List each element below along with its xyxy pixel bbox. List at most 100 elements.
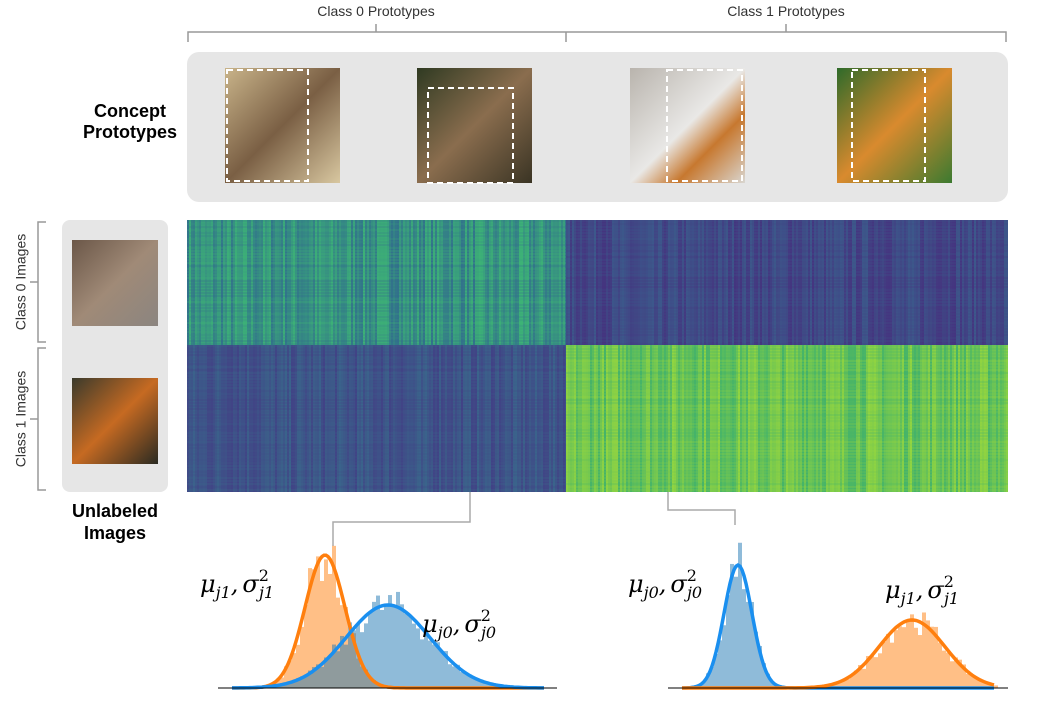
heatmap-stripe <box>451 220 453 345</box>
heatmap-stripe <box>584 220 586 345</box>
heatmap-stripe <box>588 220 590 345</box>
heatmap-row <box>187 450 566 452</box>
heatmap-stripe <box>543 345 545 492</box>
histogram-bar <box>444 651 448 688</box>
heatmap-stripe <box>754 345 756 492</box>
heatmap-stripe <box>590 220 592 345</box>
heatmap-stripe <box>670 345 672 492</box>
histogram-bar <box>344 644 348 688</box>
heatmap-stripe <box>886 345 888 492</box>
heatmap-stripe <box>624 220 626 345</box>
histogram-bar <box>476 679 480 688</box>
heatmap-stripe <box>604 345 606 492</box>
heatmap-stripe <box>872 345 874 492</box>
histogram-bar <box>770 681 774 688</box>
heatmap-stripe <box>644 345 646 492</box>
heatmap-stripe <box>357 220 359 345</box>
heatmap-stripe <box>447 220 449 345</box>
heatmap-stripe <box>389 220 391 345</box>
histogram-bar <box>722 625 726 688</box>
heatmap-stripe <box>922 220 924 345</box>
heatmap-stripe <box>441 220 443 345</box>
prototype-panel <box>187 52 1008 202</box>
heatmap-stripe <box>838 220 840 345</box>
heatmap-stripe <box>239 220 241 345</box>
heatmap-stripe <box>441 345 443 492</box>
heatmap-row <box>187 277 566 279</box>
heatmap-row <box>187 226 566 228</box>
heatmap-row <box>566 390 1008 392</box>
heatmap-row <box>187 432 566 434</box>
heatmap-stripe <box>962 220 964 345</box>
histogram-bar <box>280 677 284 688</box>
heatmap-row <box>187 253 566 255</box>
heatmap-row <box>187 369 566 371</box>
heatmap-row <box>187 244 566 246</box>
heatmap-row <box>187 271 566 273</box>
heatmap-stripe <box>632 220 634 345</box>
heatmap-row <box>566 357 1008 359</box>
heatmap-stripe <box>596 220 598 345</box>
heatmap-row <box>566 277 1008 279</box>
heatmap-stripe <box>481 345 483 492</box>
heatmap-stripe <box>339 220 341 345</box>
heatmap-stripe <box>918 220 920 345</box>
heatmap-stripe <box>315 220 317 345</box>
heatmap-stripe <box>507 220 509 345</box>
heatmap-stripe <box>523 220 525 345</box>
heatmap-row <box>187 265 566 267</box>
heatmap-stripe <box>337 220 339 345</box>
heatmap-stripe <box>437 220 439 345</box>
heatmap-stripe <box>782 345 784 492</box>
heatmap-stripe <box>982 220 984 345</box>
heatmap-stripe <box>970 345 972 492</box>
heatmap-stripe <box>776 345 778 492</box>
heatmap-stripe <box>842 345 844 492</box>
heatmap-row <box>566 274 1008 276</box>
heatmap-stripe <box>740 220 742 345</box>
heatmap-stripe <box>708 220 710 345</box>
heatmap-stripe <box>858 220 860 345</box>
heatmap-stripe <box>924 345 926 492</box>
histogram-bar <box>714 653 718 688</box>
heatmap-stripe <box>433 220 435 345</box>
heatmap-stripe <box>301 345 303 492</box>
heatmap-stripe <box>986 220 988 345</box>
heatmap-stripe <box>275 345 277 492</box>
heatmap-stripe <box>790 345 792 492</box>
heatmap-stripe <box>195 220 197 345</box>
heatmap-stripe <box>920 220 922 345</box>
heatmap-stripe <box>359 220 361 345</box>
heatmap-stripe <box>998 220 1000 345</box>
histogram-bar <box>388 595 392 688</box>
histogram-bar <box>974 677 978 688</box>
heatmap-stripe <box>776 220 778 345</box>
heatmap-stripe <box>882 220 884 345</box>
heatmap-row <box>566 438 1008 440</box>
heatmap-stripe <box>313 220 315 345</box>
heatmap-stripe <box>706 220 708 345</box>
heatmap-stripe <box>742 220 744 345</box>
heatmap-stripe <box>201 345 203 492</box>
heatmap-stripe <box>730 220 732 345</box>
heatmap-stripe <box>337 345 339 492</box>
heatmap-row <box>566 298 1008 300</box>
heatmap-stripe <box>802 345 804 492</box>
heatmap-stripe <box>942 345 944 492</box>
heatmap-stripe <box>523 345 525 492</box>
heatmap-stripe <box>636 345 638 492</box>
heatmap-row <box>187 378 566 380</box>
heatmap-stripe <box>808 345 810 492</box>
heatmap-stripe <box>984 345 986 492</box>
histogram-bar <box>336 651 340 688</box>
heatmap-stripe <box>590 345 592 492</box>
unlabeled-image <box>72 240 158 326</box>
heatmap-row <box>187 399 566 401</box>
row-title: Prototypes <box>83 122 177 142</box>
heatmap-stripe <box>555 345 557 492</box>
heatmap-stripe <box>642 345 644 492</box>
heatmap-stripe <box>670 220 672 345</box>
heatmap-stripe <box>614 345 616 492</box>
histogram-bar <box>958 659 962 688</box>
heatmap-stripe <box>453 345 455 492</box>
